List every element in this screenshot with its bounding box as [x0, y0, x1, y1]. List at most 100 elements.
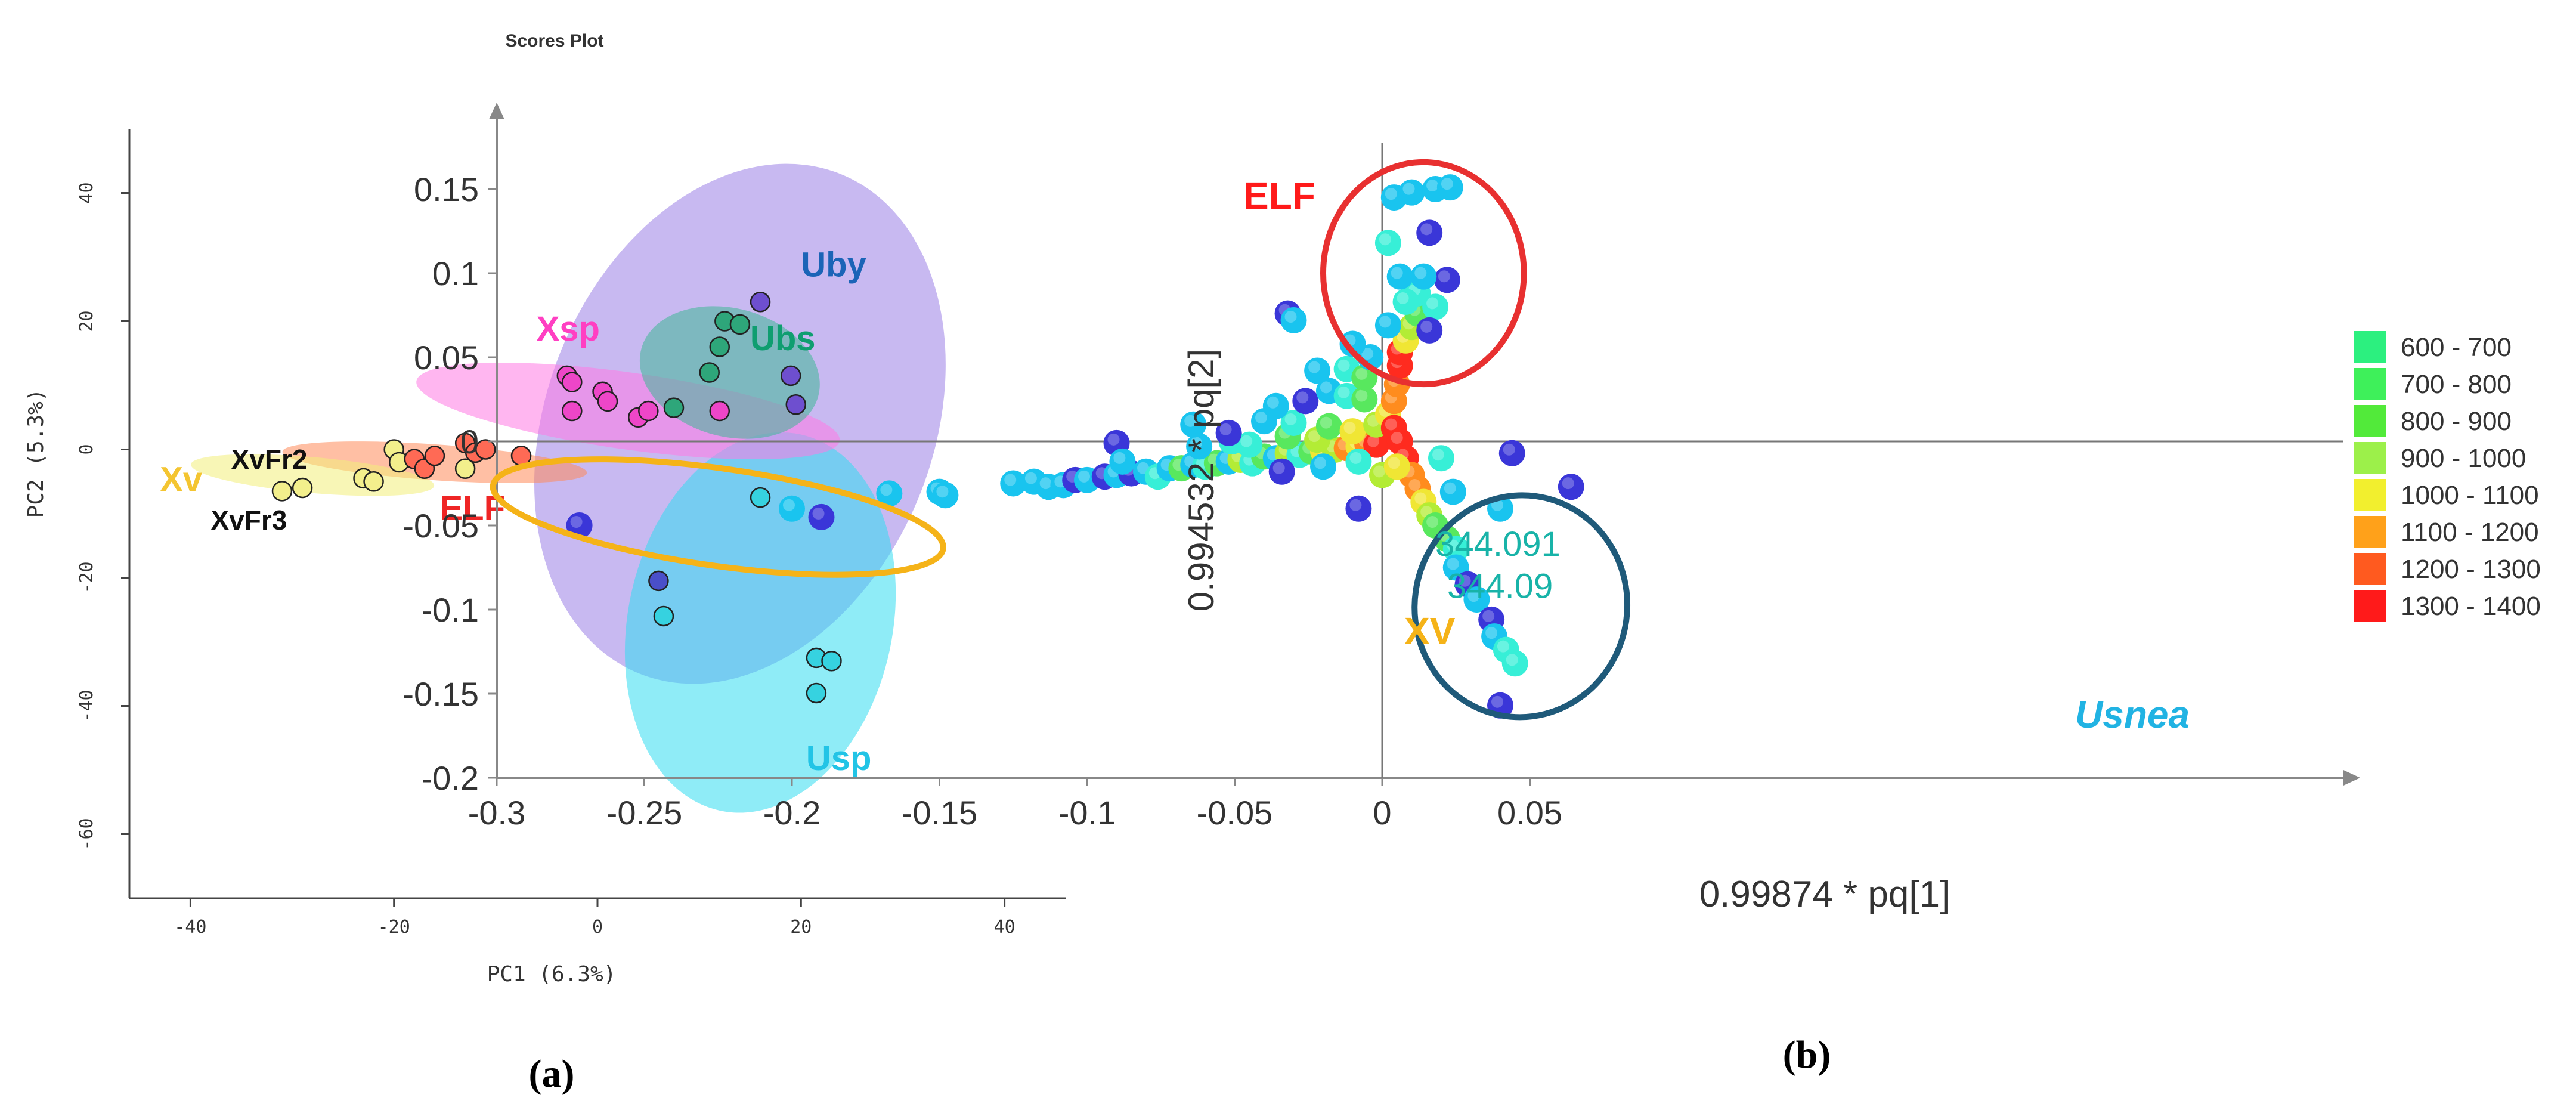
b-point-disc-38	[1186, 433, 1213, 460]
b-point-highlight-100	[1482, 610, 1495, 622]
b-point-disc-48	[1215, 419, 1242, 446]
b-point-highlight-42	[1308, 430, 1321, 443]
b-point-disc-103	[1501, 650, 1528, 677]
b-point-disc-46	[1339, 418, 1366, 445]
b-point-83	[1422, 293, 1449, 320]
a-point-xsp-4	[597, 391, 618, 412]
a-point-xsp-2	[562, 400, 583, 422]
a-label-xv: Xv	[160, 460, 202, 499]
b-point-highlight-6	[1004, 474, 1017, 486]
b-point-highlight-85	[1420, 320, 1433, 333]
b-ellipses	[490, 159, 1631, 721]
b-y-tick-label-0-1: -0.1	[422, 591, 479, 629]
b-point-highlight-43	[1255, 412, 1267, 424]
a-label-xvfr3: XvFr3	[211, 505, 287, 536]
a-x-tick-label-40: 40	[994, 917, 1015, 938]
b-legend-swatch-1100-1200	[2354, 516, 2386, 548]
b-point-75	[1374, 230, 1401, 256]
b-point-disc-0	[566, 512, 593, 539]
b-point-highlight-80	[1420, 223, 1433, 236]
b-point-highlight-5	[936, 486, 949, 498]
a-point-usp-dark-0	[648, 570, 669, 592]
b-point-highlight-111	[1373, 465, 1385, 478]
a-x-tick-label-20: -20	[378, 917, 410, 938]
b-y-tick-label-0-1: 0.1	[432, 255, 479, 292]
b-group-label-usnea: Usnea	[2075, 693, 2190, 736]
b-x-axis-arrow	[2343, 770, 2360, 786]
b-point-2	[808, 503, 835, 530]
b-point-highlight-56	[1355, 389, 1368, 402]
a-points	[271, 292, 842, 704]
b-point-52	[1262, 392, 1289, 419]
b-legend-swatch-600-700	[2354, 331, 2386, 363]
b-point-highlight-40	[1240, 435, 1253, 447]
b-point-disc-96	[1442, 536, 1469, 562]
panel-a: Scores Plot -40 -20 0 20 40 -60 -40 -20 0 20 40 Ub…	[24, 31, 1066, 1096]
b-point-highlight-3	[880, 484, 893, 496]
b-point-62	[1280, 307, 1307, 333]
a-y-tick-label-40: -40	[76, 690, 97, 722]
a-point-uby-2	[785, 394, 807, 415]
b-point-77	[1398, 179, 1425, 206]
b-point-disc-47	[1180, 411, 1207, 438]
a-label-usp: Usp	[806, 739, 872, 778]
b-point-highlight-103	[1506, 654, 1518, 666]
b-point-highlight-105	[1503, 443, 1515, 456]
b-point-80	[1416, 219, 1443, 246]
b-legend-label-900-1000: 900 - 1000	[2401, 444, 2526, 473]
b-point-highlight-76	[1385, 188, 1397, 200]
a-label-xsp: Xsp	[537, 310, 600, 348]
b-point-highlight-60	[1361, 348, 1374, 360]
b-y-axis-label: 0.994532 * pq[2]	[1181, 349, 1221, 611]
b-point-highlight-37	[1113, 452, 1126, 464]
a-label-xvfr2: XvFr2	[231, 444, 308, 475]
b-y-tick-label-0: 0	[460, 423, 479, 460]
b-legend-label-600-700: 600 - 700	[2401, 333, 2512, 362]
a-y-tick-label-60: -60	[76, 818, 97, 850]
b-point-110	[1345, 495, 1372, 522]
b-point-highlight-102	[1497, 640, 1509, 653]
b-point-highlight-51	[1349, 452, 1362, 464]
b-point-disc-37	[1109, 448, 1136, 475]
b-point-disc-85	[1416, 317, 1443, 344]
a-point-xv-0	[271, 481, 293, 502]
b-point-disc-79	[1436, 174, 1463, 201]
b-group-label-xv: XV	[1404, 610, 1456, 653]
panel-b: -0.3 -0.25 -0.2 -0.15 -0.1 -0.05 0 0.05 -0.2 -0.1…	[402, 103, 2541, 1077]
b-point-highlight-74	[1391, 267, 1403, 279]
b-point-highlight-83	[1426, 297, 1439, 310]
b-point-disc-80	[1416, 219, 1443, 246]
b-point-disc-35	[1363, 431, 1390, 458]
b-point-highlight-81	[1438, 270, 1450, 283]
b-panel-label: (b)	[1783, 1033, 1831, 1077]
b-point-108	[1428, 445, 1454, 472]
b-point-disc-49	[1268, 458, 1295, 485]
b-point-highlight-94	[1426, 516, 1439, 528]
b-point-50	[1310, 453, 1336, 480]
b-point-disc-1	[779, 495, 805, 522]
b-y-tick-label-0-15: 0.15	[414, 171, 479, 208]
b-point-highlight-48	[1219, 423, 1232, 435]
b-point-103	[1501, 650, 1528, 677]
b-point-highlight-92	[1414, 492, 1427, 505]
b-point-highlight-49	[1272, 462, 1285, 474]
b-point-disc-106	[1558, 474, 1584, 500]
b-legend-swatch-800-900	[2354, 405, 2386, 437]
b-point-84	[1392, 288, 1419, 315]
b-point-105	[1498, 440, 1525, 466]
b-point-40	[1236, 431, 1263, 458]
a-chart-title: Scores Plot	[505, 31, 603, 51]
a-point-uby-0	[750, 292, 771, 313]
b-point-highlight-106	[1562, 477, 1574, 490]
a-panel-label: (a)	[529, 1052, 575, 1096]
b-point-disc-110	[1345, 495, 1372, 522]
b-point-disc-86	[1374, 312, 1401, 339]
a-point-elf-5	[475, 439, 496, 460]
b-point-38	[1186, 433, 1213, 460]
b-legend-label-1000-1100: 1000 - 1100	[2401, 481, 2539, 510]
b-point-3	[876, 480, 903, 507]
b-point-highlight-77	[1402, 183, 1415, 195]
a-point-xsp-6	[638, 400, 659, 422]
b-y-tick-label-0-2: -0.2	[422, 759, 479, 797]
